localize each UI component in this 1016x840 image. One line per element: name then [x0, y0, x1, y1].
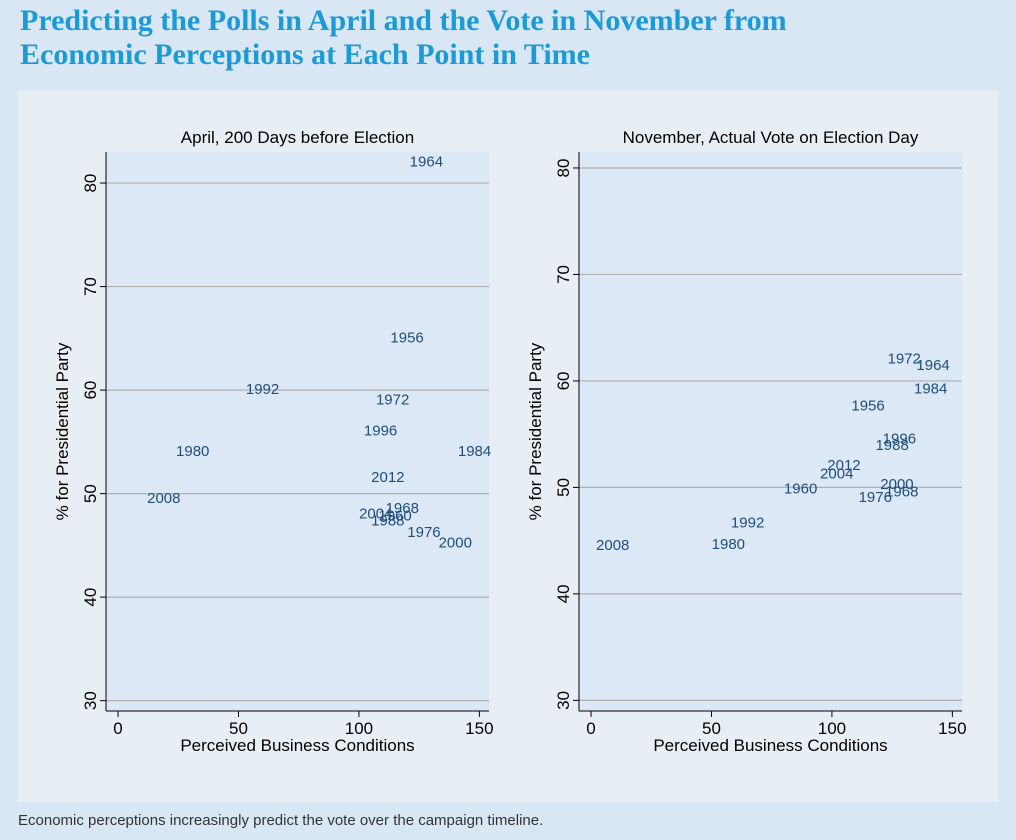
chart2-x-axis-label: Perceived Business Conditions: [653, 736, 887, 755]
chart1-point-1988: 1988: [371, 513, 404, 530]
title-line-1: Predicting the Polls in April and the Vo…: [20, 4, 787, 37]
chart1-point-1972: 1972: [376, 391, 409, 408]
chart2-point-1972: 1972: [888, 351, 921, 368]
chart1-x-axis-label: Perceived Business Conditions: [180, 736, 414, 755]
chart2-point-1996: 1996: [883, 430, 916, 447]
chart1-point-2008: 2008: [147, 490, 180, 507]
charts-svg: 30 40 50 60 70 80 0 50 100 150 April, 200 Days bef…: [53, 128, 967, 755]
chart1-y-tick-label: 50: [81, 484, 100, 503]
chart1-plot-area: [106, 152, 489, 711]
chart-panel: 30 40 50 60 70 80 0 50 100 150 April, 200 Days bef…: [18, 90, 998, 802]
chart2-title: November, Actual Vote on Election Day: [623, 128, 919, 147]
chart1-y-tick-label: 30: [81, 691, 100, 710]
chart2-point-1976: 1976: [859, 489, 892, 506]
chart1-x-tick-label: 50: [229, 719, 248, 738]
chart2-y-tick-label: 80: [554, 159, 573, 178]
chart1-x-tick-label: 0: [113, 719, 122, 738]
chart2-y-axis-label: % for Presidential Party: [526, 342, 545, 520]
chart1-point-2012: 2012: [371, 469, 404, 486]
chart2-point-1960: 1960: [784, 480, 817, 497]
chart2-point-1988: 1988: [875, 437, 908, 454]
chart1-y-axis-label: % for Presidential Party: [53, 342, 72, 520]
title-line-2: Economic Perceptions at Each Point in Ti…: [20, 38, 590, 71]
chart2-point-1956: 1956: [851, 397, 884, 414]
page-title: Predicting the Polls in April and the Vo…: [20, 4, 1000, 72]
chart1-point-1992: 1992: [246, 381, 279, 398]
chart1-point-1956: 1956: [390, 329, 423, 346]
chart1-title: April, 200 Days before Election: [181, 128, 414, 147]
chart2-point-1964: 1964: [916, 357, 949, 374]
chart1-point-1984: 1984: [458, 443, 491, 460]
chart1-point-1976: 1976: [407, 524, 440, 541]
chart-caption: Economic perceptions increasingly predic…: [18, 812, 544, 829]
chart1-y-tick-label: 40: [81, 588, 100, 607]
chart2-x-tick-label: 150: [938, 719, 966, 738]
chart2-x-tick-label: 0: [586, 719, 595, 738]
chart2-y-tick-label: 60: [554, 371, 573, 390]
chart2-x-tick-label: 50: [702, 719, 721, 738]
chart2-y-tick-label: 30: [554, 691, 573, 710]
chart1-point-1968: 1968: [386, 500, 419, 517]
chart1-point-2000: 2000: [439, 534, 472, 551]
chart1-point-1996: 1996: [364, 422, 397, 439]
chart2-point-2012: 2012: [827, 457, 860, 474]
chart2-y-tick-label: 70: [554, 265, 573, 284]
chart1-y-tick-label: 70: [81, 277, 100, 296]
chart1-y-tick-label: 60: [81, 381, 100, 400]
chart1-point-1964: 1964: [410, 153, 443, 170]
chart2-point-1968: 1968: [885, 484, 918, 501]
chart2-y-tick-label: 50: [554, 478, 573, 497]
chart1-x-tick-label: 100: [345, 719, 373, 738]
chart1-point-1960: 1960: [378, 507, 411, 524]
chart2-point-1980: 1980: [712, 536, 745, 553]
chart1-y-tick-label: 80: [81, 174, 100, 193]
chart1-point-2004: 2004: [359, 505, 392, 522]
chart2-point-2000: 2000: [880, 476, 913, 493]
chart2-x-tick-label: 100: [818, 719, 846, 738]
chart2-plot-area: [579, 152, 962, 711]
chart1-point-1980: 1980: [176, 443, 209, 460]
chart2-point-2008: 2008: [596, 537, 629, 554]
chart2-point-2004: 2004: [820, 466, 853, 483]
chart1-x-tick-label: 150: [465, 719, 493, 738]
chart2-point-1992: 1992: [731, 515, 764, 532]
chart2-y-tick-label: 40: [554, 584, 573, 603]
chart2-point-1984: 1984: [914, 380, 947, 397]
